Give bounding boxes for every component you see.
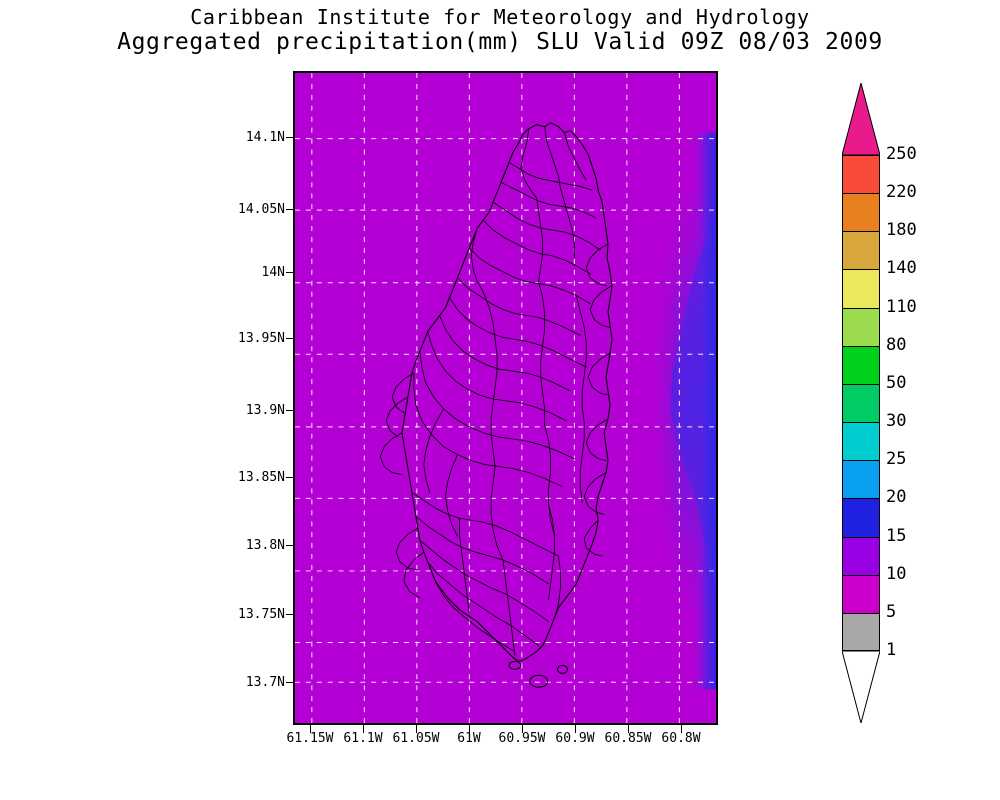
colorbar-label-20: 20 [886, 487, 907, 508]
colorbar-separator-5 [842, 460, 880, 462]
colorbar-label-15: 15 [886, 525, 907, 546]
colorbar-separator-12 [842, 193, 880, 195]
colorbar-separator-11 [842, 231, 880, 233]
lat-tick-4 [286, 410, 294, 411]
colorbar-separator-7 [842, 383, 880, 385]
colorbar-band-12 [842, 155, 880, 194]
lon-label-61.15W: 61.15W [286, 731, 334, 746]
colorbar-separator-6 [842, 422, 880, 424]
colorbar-separator-2 [842, 574, 880, 576]
lat-label-13.8N: 13.8N [245, 538, 285, 553]
lon-tick-7 [681, 725, 682, 733]
lon-label-60.95W: 60.95W [498, 731, 546, 746]
lon-tick-5 [575, 725, 576, 733]
lat-label-14.1N: 14.1N [245, 130, 285, 145]
lat-tick-7 [286, 614, 294, 615]
colorbar-separator-10 [842, 269, 880, 271]
colorbar-over-arrow [842, 83, 880, 155]
colorbar-label-250: 250 [886, 144, 917, 164]
offshore-islets [508, 660, 568, 688]
lon-tick-2 [416, 725, 417, 733]
colorbar-band-6 [842, 383, 880, 423]
colorbar-separator-3 [842, 536, 880, 538]
lon-label-60.85W: 60.85W [604, 731, 652, 746]
lat-label-13.75N: 13.75N [238, 607, 285, 622]
lat-tick-6 [286, 545, 294, 546]
lat-label-14N: 14N [261, 265, 285, 280]
colorbar-label-50: 50 [886, 372, 907, 393]
page-title: Aggregated precipitation(mm) SLU Valid 0… [117, 29, 883, 55]
colorbar-band-2 [842, 536, 880, 575]
colorbar-band-10 [842, 231, 880, 270]
colorbar-under-arrow [842, 651, 880, 723]
colorbar-band-1 [842, 574, 880, 613]
lat-tick-5 [286, 477, 294, 478]
colorbar-label-5: 5 [886, 601, 897, 622]
lat-tick-8 [286, 682, 294, 683]
lat-label-13.95N: 13.95N [238, 331, 285, 346]
map-plot-area [293, 71, 718, 725]
lat-tick-2 [286, 272, 294, 273]
lon-tick-6 [628, 725, 629, 733]
map-gridlines [295, 73, 716, 723]
lat-label-13.9N: 13.9N [245, 403, 285, 418]
colorbar-label-140: 140 [886, 258, 917, 279]
colorbar-label-25: 25 [886, 449, 907, 470]
colorbar-label-30: 30 [886, 411, 907, 432]
lon-label-60.8W: 60.8W [661, 731, 701, 746]
colorbar-label-110: 110 [886, 296, 917, 317]
map-raster-and-overlay [295, 73, 716, 723]
lat-label-13.7N: 13.7N [245, 675, 285, 690]
colorbar-band-8 [842, 307, 880, 346]
colorbar-label-80: 80 [886, 334, 907, 355]
lon-label-61.1W: 61.1W [343, 731, 383, 746]
colorbar-band-9 [842, 269, 880, 308]
lon-tick-4 [522, 725, 523, 733]
colorbar [842, 155, 880, 651]
lon-tick-1 [363, 725, 364, 733]
colorbar-band-4 [842, 460, 880, 499]
lon-label-61.05W: 61.05W [392, 731, 440, 746]
colorbar-band-3 [842, 498, 880, 537]
lon-tick-0 [310, 725, 311, 733]
colorbar-label-1: 1 [886, 640, 897, 660]
colorbar-band-5 [842, 422, 880, 461]
colorbar-label-180: 180 [886, 220, 917, 241]
colorbar-label-220: 220 [886, 182, 917, 203]
figure-title-block: Caribbean Institute for Meteorology and … [0, 5, 1000, 56]
precip-east-band [621, 132, 716, 690]
institute-title: Caribbean Institute for Meteorology and … [190, 5, 810, 29]
colorbar-separator-4 [842, 498, 880, 500]
lat-tick-1 [286, 209, 294, 210]
lat-label-14.05N: 14.05N [238, 202, 285, 217]
colorbar-band-11 [842, 193, 880, 232]
watershed-network [379, 126, 613, 656]
lon-tick-3 [469, 725, 470, 733]
colorbar-separator-9 [842, 307, 880, 309]
lat-label-13.85N: 13.85N [238, 470, 285, 485]
lon-label-60.9W: 60.9W [555, 731, 595, 746]
lat-tick-0 [286, 137, 294, 138]
colorbar-band-7 [842, 345, 880, 384]
colorbar-label-10: 10 [886, 563, 907, 584]
colorbar-separator-1 [842, 612, 880, 614]
lon-label-61W: 61W [457, 731, 481, 746]
saint-lucia-coastline [401, 122, 613, 662]
lat-tick-3 [286, 338, 294, 339]
colorbar-band-0 [842, 612, 880, 651]
colorbar-separator-8 [842, 345, 880, 347]
